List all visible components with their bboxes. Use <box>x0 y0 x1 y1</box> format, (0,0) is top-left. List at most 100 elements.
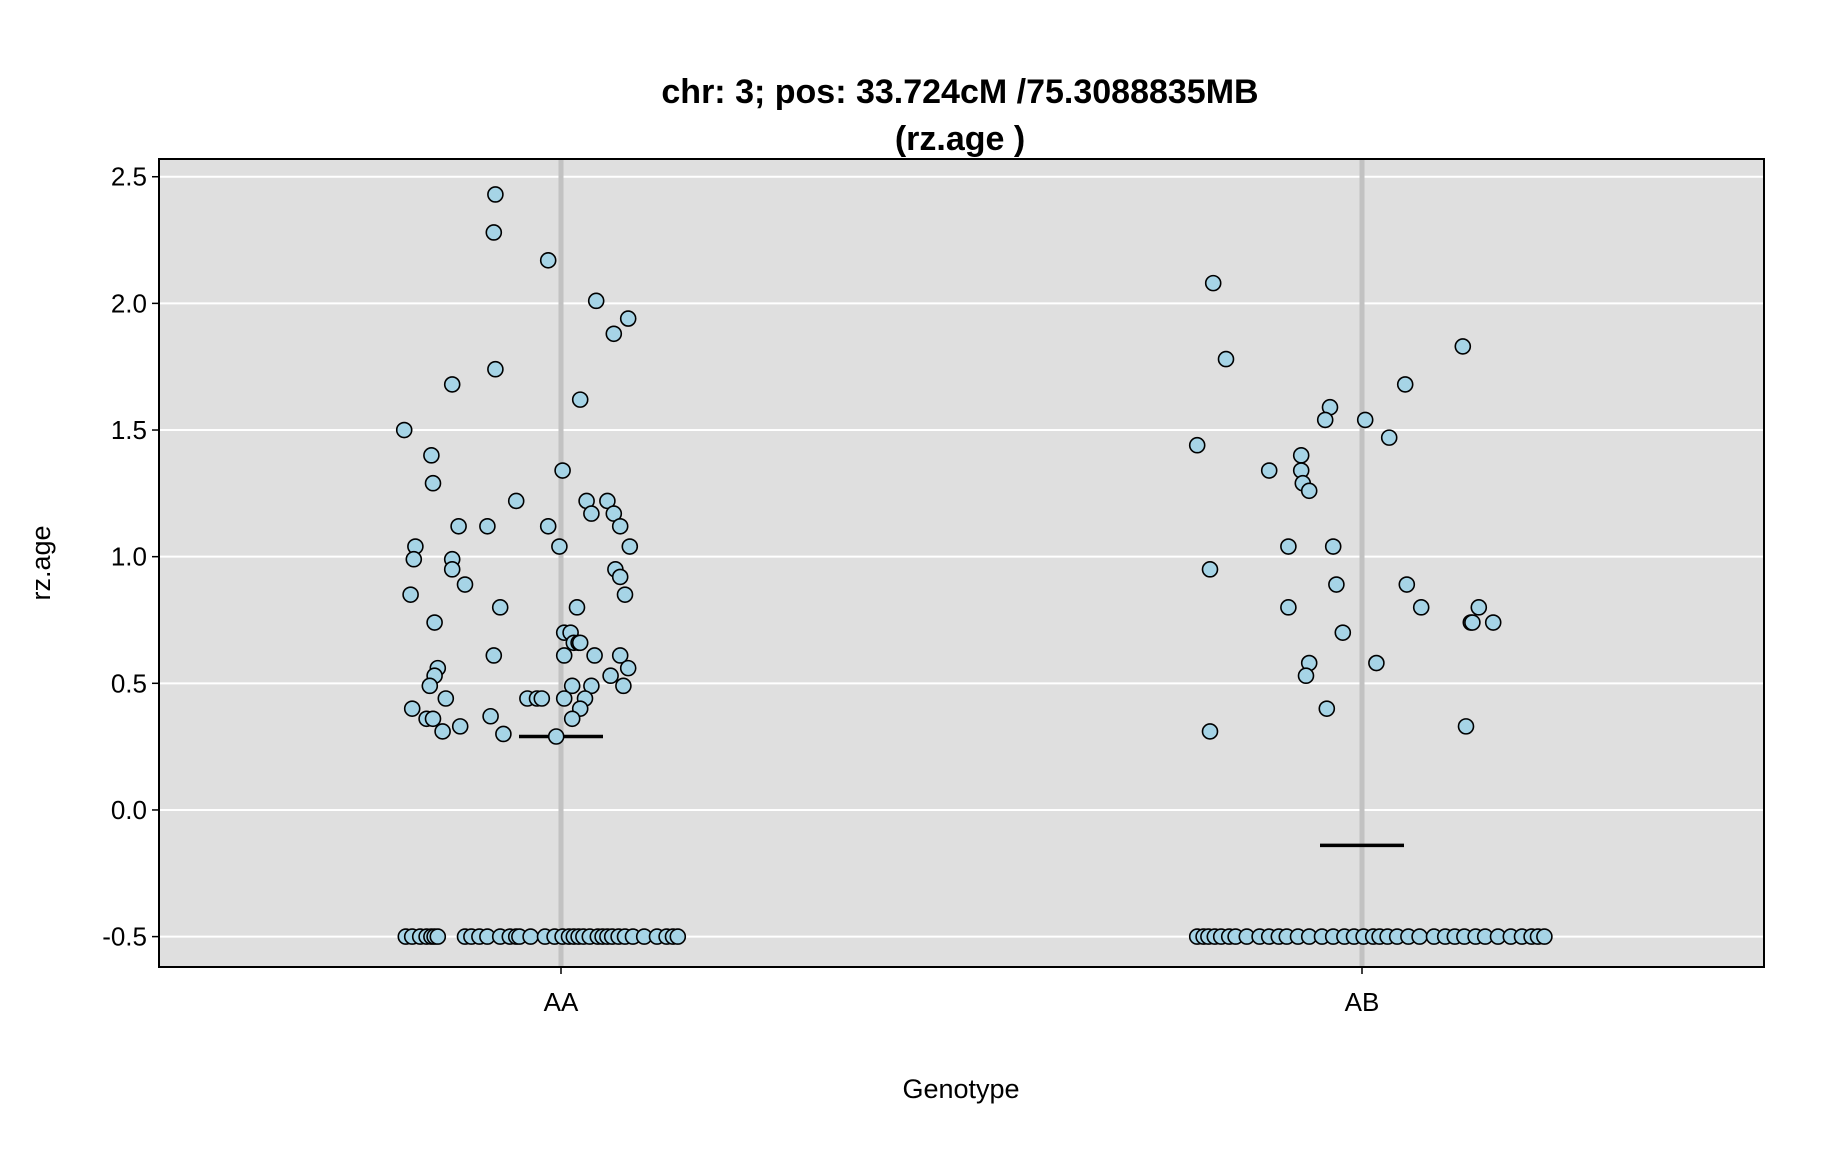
data-point <box>563 710 581 728</box>
y-tick-label: -0.5 <box>102 922 147 952</box>
data-point <box>491 599 509 616</box>
data-point <box>583 505 600 522</box>
data-point <box>395 421 413 439</box>
data-point <box>602 667 619 685</box>
data-point <box>563 677 581 695</box>
data-point <box>522 928 539 945</box>
data-point <box>403 700 421 717</box>
data-point <box>1318 700 1336 717</box>
data-point <box>482 707 499 725</box>
data-point <box>1280 599 1297 616</box>
data-point <box>554 462 571 479</box>
panel-border <box>158 158 1765 968</box>
data-point <box>1334 624 1352 641</box>
data-point <box>1368 654 1385 672</box>
data-point <box>611 647 629 664</box>
data-point <box>1411 928 1428 945</box>
data-point <box>426 614 443 631</box>
y-tick-label: 0.0 <box>111 795 147 825</box>
data-point <box>539 517 557 535</box>
data-point <box>443 376 461 393</box>
data-point <box>1260 462 1278 479</box>
x-axis-ticks: AA AB <box>544 967 1380 1017</box>
data-point <box>495 725 512 743</box>
data-point <box>587 292 605 310</box>
data-point <box>611 517 629 535</box>
y-tick-label: 1.5 <box>111 415 147 445</box>
data-point <box>1470 599 1488 616</box>
data-point <box>571 634 589 652</box>
data-point <box>402 586 419 603</box>
data-point <box>619 659 637 677</box>
data-point <box>485 647 503 664</box>
data-point <box>1464 614 1481 631</box>
data-point <box>1217 350 1235 368</box>
data-point <box>485 224 503 241</box>
category-lines <box>558 159 1365 967</box>
chart-subtitle: (rz.age ) <box>895 120 1025 158</box>
data-point <box>456 576 474 593</box>
data-point <box>1324 538 1342 555</box>
panel-background <box>159 159 1764 967</box>
x-tick-label: AB <box>1345 987 1380 1017</box>
data-point <box>450 517 467 535</box>
data-point <box>539 252 557 269</box>
data-point <box>615 677 632 695</box>
y-tick-label: 2.0 <box>111 288 147 318</box>
data-point <box>487 360 504 378</box>
y-tick-label: 1.0 <box>111 542 147 572</box>
data-point <box>1398 576 1416 593</box>
data-point <box>1328 576 1345 593</box>
data-point <box>451 718 469 735</box>
data-point <box>1316 411 1334 429</box>
data-point <box>616 586 634 603</box>
data-point <box>1201 723 1219 740</box>
data-point <box>424 474 442 492</box>
data-point <box>555 690 573 707</box>
data-point <box>1396 376 1414 393</box>
data-point <box>669 928 687 945</box>
data-point <box>1454 338 1472 355</box>
data-point <box>621 538 639 555</box>
data-point <box>1188 436 1206 454</box>
data-point <box>551 538 568 555</box>
data-point <box>1484 614 1502 631</box>
data-point <box>1457 718 1475 735</box>
data-point <box>1356 411 1374 429</box>
x-tick-label: AA <box>544 987 579 1017</box>
data-point <box>611 568 629 586</box>
data-point <box>443 561 461 578</box>
y-axis-label: rz.age <box>26 525 56 600</box>
data-point <box>424 710 442 728</box>
data-point <box>568 599 586 616</box>
data-point <box>437 690 455 707</box>
data-points <box>395 186 1553 945</box>
data-point <box>1297 667 1315 685</box>
data-point <box>1380 429 1398 446</box>
y-axis-ticks: -0.5 0.0 0.5 1.0 1.5 2.0 2.5 <box>102 162 159 952</box>
data-point <box>1201 561 1219 578</box>
data-point <box>619 310 637 327</box>
data-point <box>429 928 447 945</box>
data-point <box>405 550 423 568</box>
data-point <box>555 647 573 664</box>
y-tick-label: 0.5 <box>111 668 147 698</box>
data-point <box>487 186 504 203</box>
data-point <box>547 728 565 745</box>
data-point <box>1412 599 1430 616</box>
x-axis-label: Genotype <box>902 1074 1019 1104</box>
data-point <box>421 677 439 695</box>
data-point <box>1204 274 1222 292</box>
data-point <box>1280 538 1297 555</box>
data-point <box>507 492 525 510</box>
data-point <box>423 447 440 464</box>
chart-title: chr: 3; pos: 33.724cM /75.3088835MB <box>661 73 1258 111</box>
data-point <box>479 517 496 535</box>
data-point <box>434 723 451 740</box>
data-point <box>586 647 603 664</box>
data-point <box>605 325 623 343</box>
data-point <box>1536 928 1553 945</box>
data-point <box>571 391 589 408</box>
data-point <box>1292 447 1310 464</box>
